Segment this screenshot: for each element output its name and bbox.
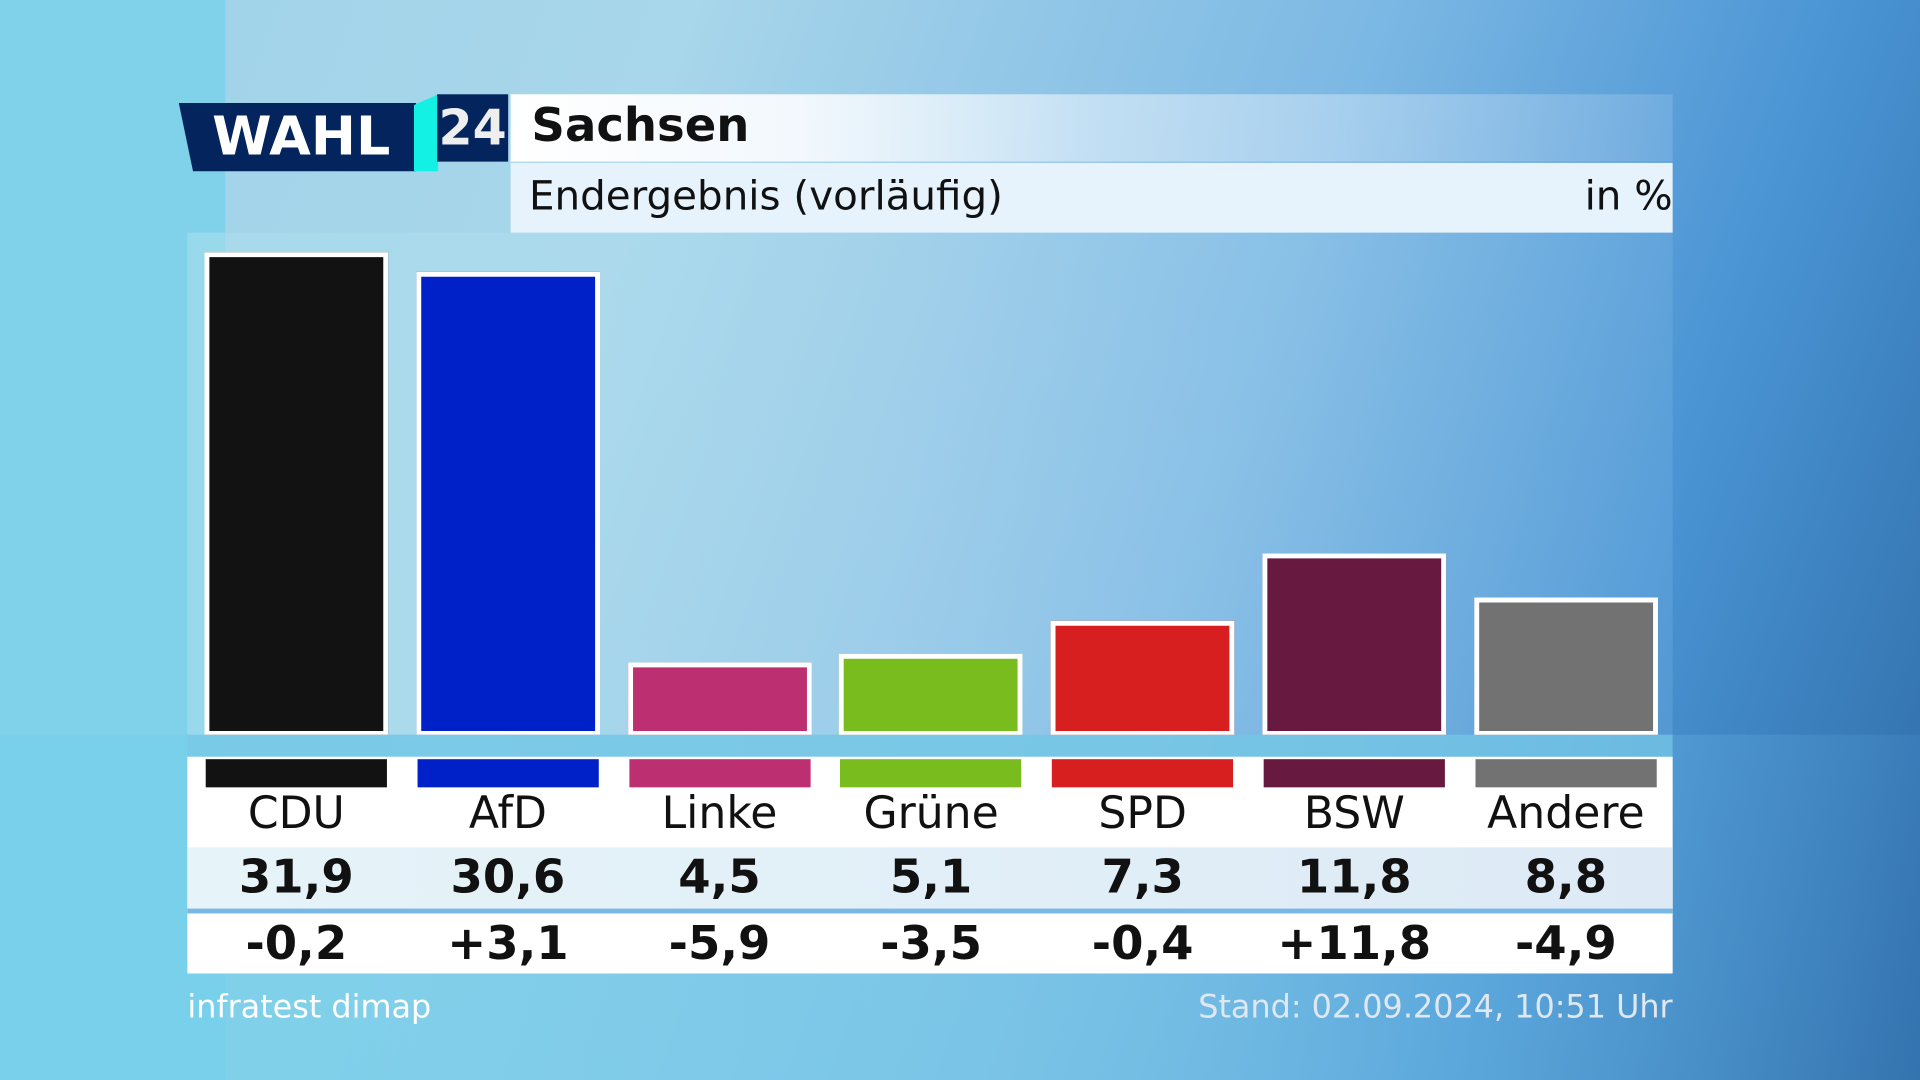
bar-spd [1050,620,1235,735]
value-label: 4,5 [678,849,761,904]
separator [187,734,1673,757]
value-label: 11,8 [1296,849,1412,904]
party-label: Andere [1487,788,1645,839]
swatch-cdu [205,759,387,788]
change-label: -0,2 [245,915,348,970]
logo-accent [413,94,439,172]
value-label: 8,8 [1524,849,1608,904]
bar-andere [1474,598,1658,735]
swatch-spd [1052,759,1234,788]
value-label: 5,1 [889,849,973,904]
logo-24: 24 [437,94,509,162]
change-label: -5,9 [668,915,771,970]
change-label: +3,1 [447,915,569,970]
bar-cdu [204,252,389,735]
change-label: -0,4 [1091,915,1194,970]
value-label: 31,9 [238,849,354,904]
bar-grüne [839,653,1023,735]
logo-wahl: WAHL [178,102,417,172]
swatch-bsw [1263,759,1445,788]
source-label: infratest dimap [187,989,432,1027]
change-label: -3,5 [880,915,982,970]
bar-afd [416,271,600,735]
party-label: SPD [1098,788,1187,839]
party-label: CDU [247,788,345,839]
title-bar [510,94,1673,162]
swatch-grüne [840,759,1022,788]
change-label: +11,8 [1277,915,1432,970]
value-label: 7,3 [1101,849,1184,904]
change-label: -4,9 [1515,915,1617,970]
timestamp: Stand: 02.09.2024, 10:51 Uhr [1198,989,1673,1027]
value-label: 30,6 [450,849,566,904]
party-label: Linke [661,788,778,839]
party-label: Grüne [863,788,999,839]
subtitle-bar [510,162,1673,233]
bar-bsw [1262,553,1447,735]
swatch-linke [628,759,811,788]
chart-title: Sachsen [531,97,750,152]
bar-linke [627,662,812,735]
row-divider [187,908,1673,914]
swatch-andere [1475,759,1657,788]
party-label: BSW [1303,788,1405,839]
party-label: AfD [468,788,547,839]
unit-label: in % [1584,171,1673,220]
values-row [187,847,1673,909]
swatch-afd [417,759,599,788]
chart-subtitle: Endergebnis (vorläufig) [528,171,1003,220]
